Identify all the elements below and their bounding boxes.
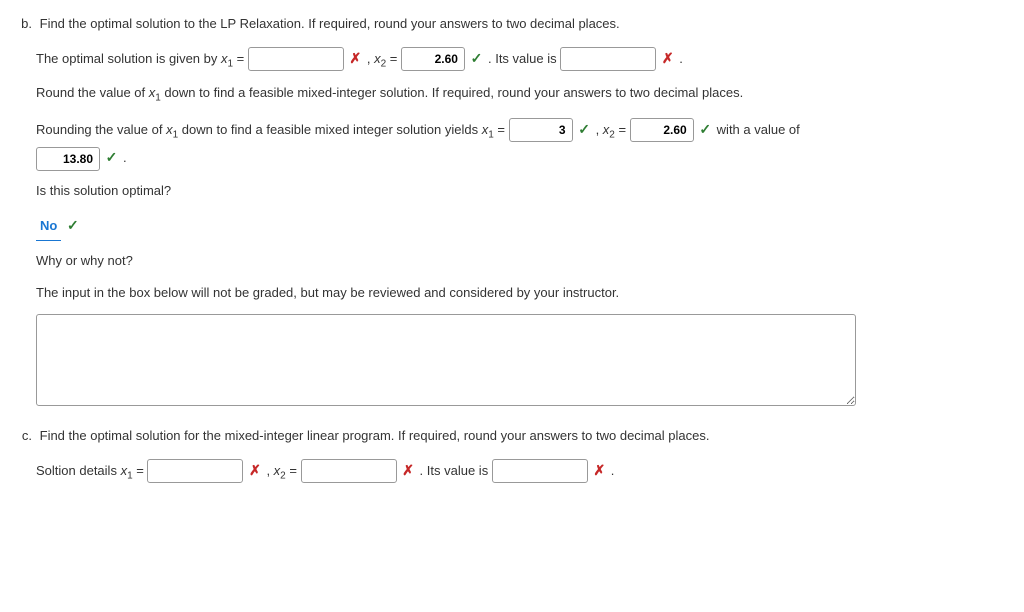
b-optimal-question: Is this solution optimal? [10, 179, 1006, 204]
b-round-value-mark: ✓ [106, 149, 118, 165]
b-round-x2-mark: ✓ [699, 121, 711, 137]
c-x2-mark: ✗ [402, 462, 414, 478]
c-solution-line: Soltion details x1 = ✗ , x2 = ✗ . Its va… [10, 457, 1006, 486]
b-x1-input[interactable] [248, 47, 344, 71]
b-x2-mark: ✓ [471, 50, 483, 66]
b-line1-pre: The optimal solution is given by [36, 51, 221, 66]
b-itsvalue-label: Its value is [495, 51, 560, 66]
b-withvalue: with a value of [717, 122, 800, 137]
c-x1-mark: ✗ [249, 462, 261, 478]
b-round-x1-input[interactable] [509, 118, 573, 142]
part-c-label: c. [10, 424, 32, 449]
b-round-value-input[interactable] [36, 147, 100, 171]
sep1: , [367, 51, 374, 66]
b-why-question: Why or why not? [10, 249, 1006, 274]
c-value-mark: ✗ [593, 462, 605, 478]
b-round-instruction: Round the value of x1 down to find a fea… [10, 81, 1006, 108]
b-value-mark: ✗ [662, 50, 674, 66]
period2: . [679, 51, 683, 66]
b-freeform-textarea[interactable] [36, 314, 856, 406]
b-solution-line: The optimal solution is given by x1 = ✗ … [10, 45, 1006, 74]
b-why-note: The input in the box below will not be g… [10, 281, 1006, 306]
b-optimal-answer-select[interactable]: No [36, 214, 61, 241]
b-line3-mid: down to find a feasible mixed integer so… [178, 122, 482, 137]
b-round-x1-mark: ✓ [578, 121, 590, 137]
b-line3-pre: Rounding the value of [36, 122, 166, 137]
b-x2-input[interactable] [401, 47, 465, 71]
part-b-prompt: Find the optimal solution to the LP Rela… [40, 12, 1006, 37]
part-c-prompt: Find the optimal solution for the mixed-… [40, 424, 1006, 449]
b-value-input[interactable] [560, 47, 656, 71]
part-b-label: b. [10, 12, 32, 37]
c-x1-input[interactable] [147, 459, 243, 483]
c-x2-input[interactable] [301, 459, 397, 483]
b-rounding-line: Rounding the value of x1 down to find a … [10, 116, 1006, 171]
eq2: = [386, 51, 401, 66]
c-value-input[interactable] [492, 459, 588, 483]
period4: . [611, 463, 615, 478]
b-round-x2-input[interactable] [630, 118, 694, 142]
eq1: = [233, 51, 248, 66]
c-itsvalue-label: Its value is [427, 463, 492, 478]
b-x1-mark: ✗ [350, 50, 362, 66]
period3: . [123, 150, 127, 165]
b-optimal-mark: ✓ [67, 217, 79, 233]
c-line1-pre: Soltion details [36, 463, 121, 478]
